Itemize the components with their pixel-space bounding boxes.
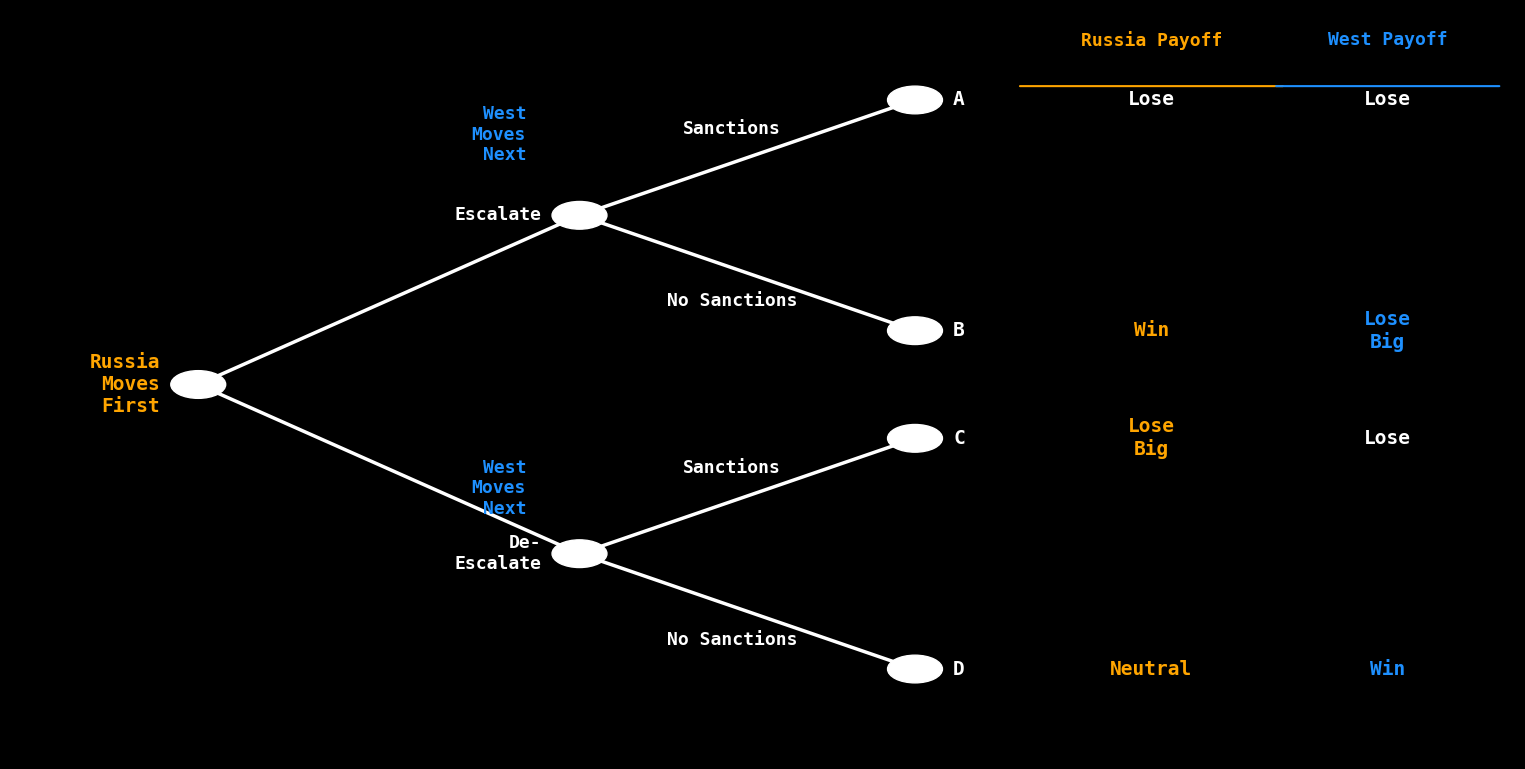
Text: No Sanctions: No Sanctions (666, 292, 798, 310)
Text: D: D (953, 660, 965, 678)
Text: Win: Win (1133, 321, 1170, 340)
Circle shape (552, 201, 607, 229)
Text: Neutral: Neutral (1110, 660, 1193, 678)
Text: West Payoff: West Payoff (1328, 31, 1447, 48)
Circle shape (171, 371, 226, 398)
Text: No Sanctions: No Sanctions (666, 631, 798, 648)
Text: Lose
Big: Lose Big (1128, 418, 1174, 459)
Text: C: C (953, 429, 965, 448)
Circle shape (888, 424, 942, 452)
Text: Escalate: Escalate (454, 206, 541, 225)
Text: Russia Payoff: Russia Payoff (1081, 31, 1222, 50)
Text: Lose: Lose (1128, 91, 1174, 109)
Text: Lose: Lose (1365, 429, 1411, 448)
Text: De-
Escalate: De- Escalate (454, 534, 541, 573)
Circle shape (888, 86, 942, 114)
Text: West
Moves
Next: West Moves Next (471, 105, 526, 165)
Circle shape (888, 655, 942, 683)
Text: Win: Win (1369, 660, 1406, 678)
Text: A: A (953, 91, 965, 109)
Text: Sanctions: Sanctions (683, 121, 781, 138)
Circle shape (888, 317, 942, 345)
Text: Russia
Moves
First: Russia Moves First (90, 353, 160, 416)
Text: B: B (953, 321, 965, 340)
Circle shape (552, 540, 607, 568)
Text: West
Moves
Next: West Moves Next (471, 458, 526, 518)
Text: Lose: Lose (1365, 91, 1411, 109)
Text: Lose
Big: Lose Big (1365, 310, 1411, 351)
Text: Sanctions: Sanctions (683, 459, 781, 477)
